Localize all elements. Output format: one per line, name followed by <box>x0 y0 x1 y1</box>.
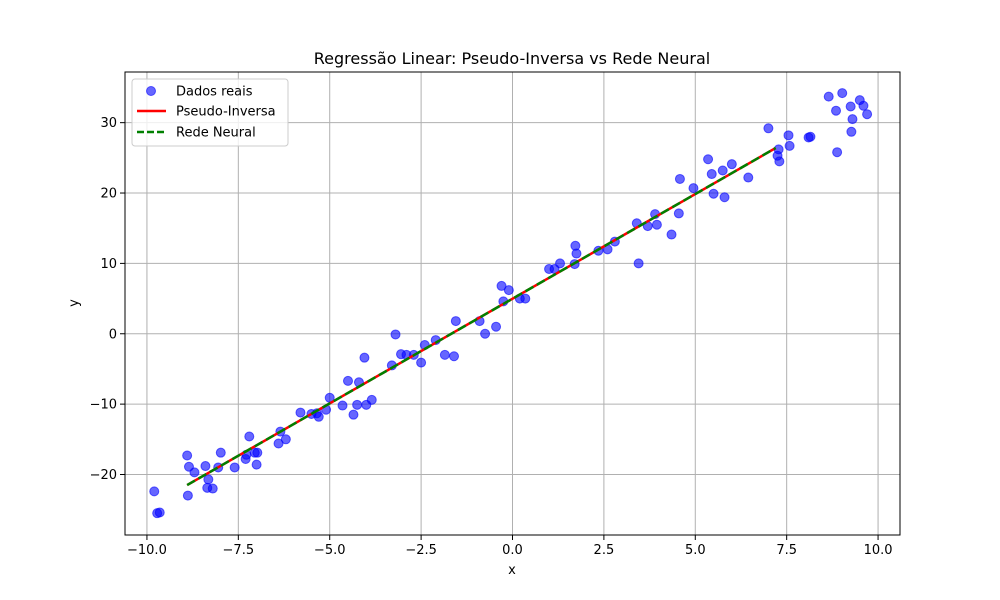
y-tick-label: 0 <box>109 327 117 342</box>
y-tick-label: 10 <box>100 257 117 272</box>
x-tick-label: −2.5 <box>405 543 437 558</box>
data-point <box>846 126 857 137</box>
data-point <box>719 192 730 203</box>
data-point <box>273 438 284 449</box>
data-point <box>503 285 514 296</box>
data-point <box>252 447 263 458</box>
y-tick-label: 30 <box>100 116 117 131</box>
data-point <box>251 459 262 470</box>
data-point <box>207 483 218 494</box>
x-tick-label: 2.5 <box>594 543 615 558</box>
data-point <box>520 293 531 304</box>
data-point <box>244 431 255 442</box>
data-point <box>651 219 662 230</box>
data-point <box>774 156 785 167</box>
plot-area <box>149 88 873 519</box>
data-point <box>348 409 359 420</box>
data-point <box>313 411 324 422</box>
x-axis-label: x <box>508 563 516 578</box>
data-point <box>352 399 363 410</box>
data-point <box>491 321 502 332</box>
axis-ticks: −10.0 −7.5 −5.0 −2.5 0.0 2.5 5.0 7.5 10.0 −20 −10 0… <box>90 116 893 558</box>
data-point <box>708 188 719 199</box>
legend-box <box>131 78 289 147</box>
data-point <box>280 434 291 445</box>
data-point <box>229 462 240 473</box>
rede-neural-line <box>186 146 777 487</box>
legend-marker-dados-reais <box>146 86 156 96</box>
data-point <box>845 101 856 112</box>
data-point <box>189 467 200 478</box>
data-point <box>784 140 795 151</box>
data-point <box>203 474 214 485</box>
data-point <box>805 131 816 142</box>
x-tick-label: 5.0 <box>685 543 706 558</box>
y-tick-label: 20 <box>100 187 117 202</box>
data-point <box>154 507 165 518</box>
legend-label-pseudo-inversa: Pseudo-Inversa <box>176 105 276 120</box>
data-point <box>449 351 460 362</box>
data-point <box>149 486 160 497</box>
data-point <box>390 329 401 340</box>
x-tick-label: 0.0 <box>502 543 523 558</box>
x-tick-label: 10.0 <box>864 543 893 558</box>
data-point <box>763 123 774 134</box>
x-tick-label: −10.0 <box>127 543 167 558</box>
data-point <box>555 258 566 269</box>
data-point <box>480 328 491 339</box>
data-point <box>783 130 794 141</box>
data-point <box>337 400 348 411</box>
data-point <box>743 172 754 183</box>
legend-label-dados-reais: Dados reais <box>176 85 253 100</box>
data-point <box>571 248 582 259</box>
data-point <box>703 154 714 165</box>
x-tick-label: 7.5 <box>776 543 797 558</box>
y-axis-label: y <box>67 299 82 307</box>
data-point <box>182 490 193 501</box>
data-point <box>858 100 869 111</box>
data-point <box>862 109 873 120</box>
data-point <box>674 173 685 184</box>
data-point <box>633 258 644 269</box>
data-point <box>200 461 211 472</box>
data-point <box>831 105 842 116</box>
data-point <box>847 114 858 125</box>
x-tick-label: −5.0 <box>314 543 346 558</box>
data-point <box>295 407 306 418</box>
x-tick-label: −7.5 <box>223 543 255 558</box>
data-point <box>496 280 507 291</box>
data-point <box>416 357 427 368</box>
data-point <box>706 169 717 180</box>
data-point <box>666 229 677 240</box>
data-point <box>837 88 848 99</box>
data-point <box>215 447 226 458</box>
data-point <box>359 352 370 363</box>
y-tick-label: −10 <box>90 398 117 413</box>
data-point <box>450 316 461 327</box>
chart-title: Regressão Linear: Pseudo-Inversa vs Rede… <box>314 49 710 68</box>
data-point <box>342 375 353 386</box>
legend: Dados reais Pseudo-Inversa Rede Neural <box>131 78 289 147</box>
data-point <box>439 349 450 360</box>
data-point <box>673 208 684 219</box>
data-point <box>366 394 377 405</box>
data-point <box>717 165 728 176</box>
y-tick-label: −20 <box>90 468 117 483</box>
legend-label-rede-neural: Rede Neural <box>176 126 256 141</box>
data-point <box>688 183 699 194</box>
data-point <box>726 159 737 170</box>
data-point <box>832 147 843 158</box>
data-point <box>182 450 193 461</box>
data-point <box>823 91 834 102</box>
